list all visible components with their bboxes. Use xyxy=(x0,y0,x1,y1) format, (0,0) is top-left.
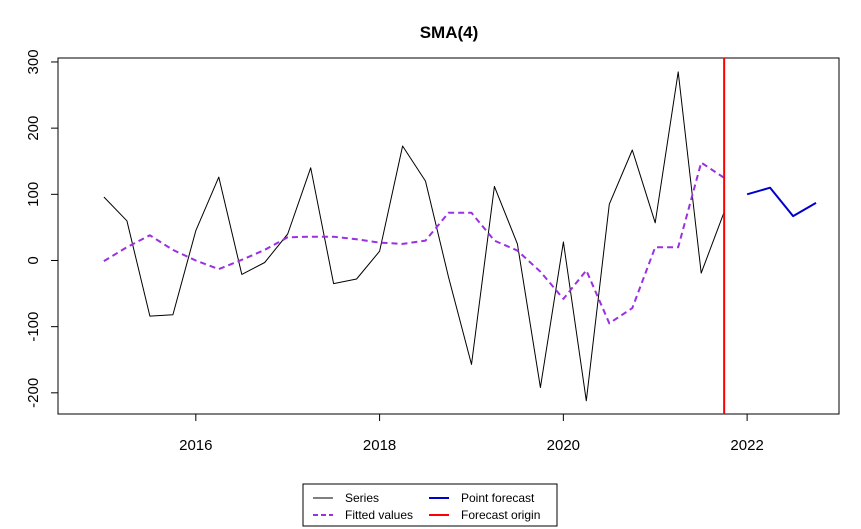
y-tick-label: 300 xyxy=(25,49,42,74)
legend-box xyxy=(302,483,558,527)
x-tick-label: 2020 xyxy=(547,437,580,454)
axes: 2016 2018 2020 2022 -200 -100 0 100 200 300 xyxy=(25,49,764,454)
series-line-series xyxy=(103,71,725,402)
legend-label: Series xyxy=(345,491,379,505)
x-tick-label: 2018 xyxy=(363,437,396,454)
legend-label: Point forecast xyxy=(461,491,535,505)
series-line-point-forecast xyxy=(746,186,817,218)
plot-frame xyxy=(57,57,840,415)
legend-label: Fitted values xyxy=(345,508,413,522)
y-tick-label: 200 xyxy=(25,116,42,141)
x-tick-label: 2022 xyxy=(730,437,763,454)
chart-title: SMA(4) xyxy=(420,23,479,42)
y-tick-label: -200 xyxy=(25,378,42,408)
legend-label: Forecast origin xyxy=(461,508,540,522)
y-tick-label: 0 xyxy=(25,256,42,264)
x-tick-label: 2016 xyxy=(179,437,212,454)
series-line-fitted-values xyxy=(103,161,725,325)
legend: Series Point forecast Fitted values Forecas… xyxy=(302,483,558,527)
y-tick-label: -100 xyxy=(25,312,42,342)
plot-area xyxy=(103,58,817,414)
y-tick-label: 100 xyxy=(25,182,42,207)
